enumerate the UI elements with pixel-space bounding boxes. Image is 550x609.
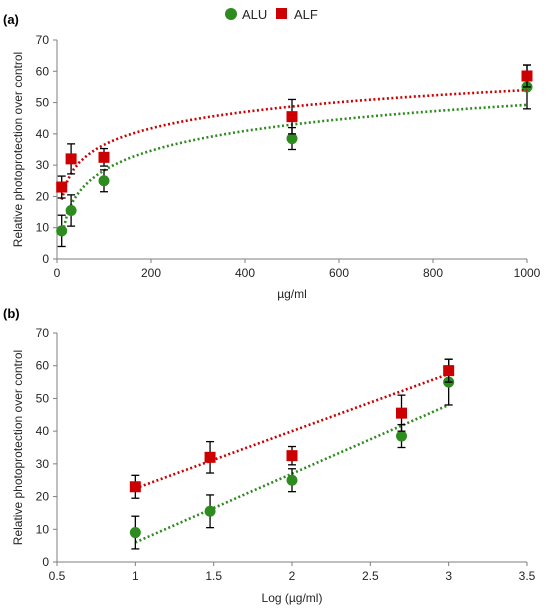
x-tick-label: 2.5 xyxy=(362,569,379,583)
y-tick-label: 50 xyxy=(36,391,50,405)
x-tick-label: 1 xyxy=(132,569,139,583)
data-point-alf xyxy=(521,70,533,82)
y-tick-label: 70 xyxy=(36,326,50,340)
data-point-alf xyxy=(286,450,298,462)
y-tick-label: 40 xyxy=(36,424,50,438)
data-point-alf xyxy=(65,153,77,165)
x-tick-label: 400 xyxy=(235,266,255,280)
panel-label: (b) xyxy=(3,306,20,321)
panel-label: (a) xyxy=(3,12,19,27)
data-point-alf xyxy=(443,365,455,377)
data-point-alu xyxy=(204,505,216,517)
data-point-alu xyxy=(65,205,77,217)
x-tick-label: 1.5 xyxy=(205,569,222,583)
x-tick-label: 2 xyxy=(289,569,296,583)
y-tick-label: 60 xyxy=(36,64,50,78)
x-tick-label: 200 xyxy=(141,266,161,280)
data-point-alu xyxy=(98,175,110,187)
y-tick-label: 30 xyxy=(36,457,50,471)
panel-b: (b) 0 10 20 30 40 50 60 70 0.5 1 1.5 2 2.5 3 3.5 Log (µg… xyxy=(3,306,536,605)
y-tick-label: 0 xyxy=(42,555,49,569)
data-point-alu xyxy=(286,133,298,145)
y-axis-label: Relative photoprotection over control xyxy=(11,52,25,247)
x-tick-label: 1000 xyxy=(514,266,541,280)
data-point-alf xyxy=(396,407,408,419)
legend-marker-alu xyxy=(225,8,237,20)
x-axis-label: µg/ml xyxy=(277,287,307,301)
y-axis-label: Relative photoprotection over control xyxy=(11,350,25,545)
trendline-alf xyxy=(134,372,450,490)
y-tick-label: 20 xyxy=(36,490,50,504)
y-tick-label: 50 xyxy=(36,96,50,110)
x-tick-label: 0 xyxy=(54,266,61,280)
data-point-alu xyxy=(56,225,68,237)
y-tick-label: 30 xyxy=(36,158,50,172)
trendline-alf xyxy=(60,88,528,200)
legend: ALU ALF xyxy=(225,7,318,22)
legend-marker-alf xyxy=(276,8,287,19)
y-tick-label: 10 xyxy=(36,221,50,235)
x-tick-label: 0.5 xyxy=(49,569,66,583)
data-point-alu xyxy=(396,430,408,442)
x-axis-label: Log (µg/ml) xyxy=(262,591,323,605)
x-tick-label: 800 xyxy=(423,266,443,280)
legend-label-alf: ALF xyxy=(294,7,318,22)
x-tick-label: 3.5 xyxy=(519,569,536,583)
data-point-alu xyxy=(286,474,298,486)
y-tick-label: 20 xyxy=(36,189,50,203)
y-tick-label: 60 xyxy=(36,359,50,373)
data-point-alu xyxy=(129,527,141,539)
data-point-alf xyxy=(286,111,298,123)
trendline-alu xyxy=(60,103,528,237)
y-tick-label: 70 xyxy=(36,33,50,47)
x-tick-label: 600 xyxy=(329,266,349,280)
data-point-alf xyxy=(204,451,216,463)
y-tick-label: 40 xyxy=(36,127,50,141)
panel-a: (a) 0 10 20 30 40 50 60 70 0 200 400 600 800 1000 µg/ml… xyxy=(3,12,541,301)
data-point-alf xyxy=(56,181,68,193)
y-tick-label: 10 xyxy=(36,522,50,536)
y-tick-label: 0 xyxy=(42,252,49,266)
legend-label-alu: ALU xyxy=(242,7,267,22)
data-point-alf xyxy=(98,151,110,163)
x-tick-label: 3 xyxy=(445,569,452,583)
data-point-alf xyxy=(129,481,141,493)
